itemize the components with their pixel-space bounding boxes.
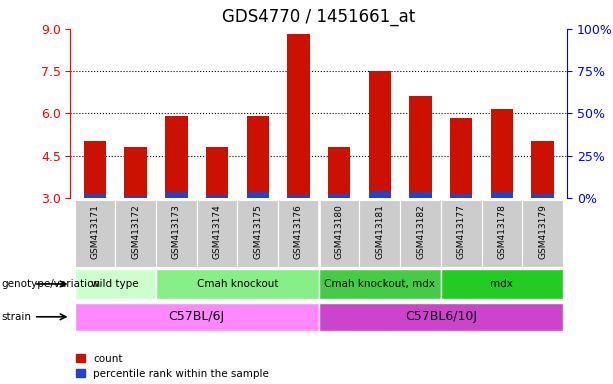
Bar — [124, 147, 147, 198]
Bar — [319, 303, 563, 331]
Bar — [531, 141, 554, 198]
Bar — [368, 71, 391, 198]
Bar — [165, 116, 188, 198]
Bar — [450, 194, 473, 198]
Bar — [165, 192, 188, 198]
Bar — [287, 35, 310, 198]
Text: GSM413175: GSM413175 — [253, 205, 262, 259]
Bar — [328, 147, 350, 198]
Bar — [156, 200, 197, 267]
Text: GSM413181: GSM413181 — [375, 205, 384, 259]
Bar — [75, 200, 115, 267]
Bar — [400, 200, 441, 267]
Text: genotype/variation: genotype/variation — [1, 279, 101, 289]
Text: C57BL6/10J: C57BL6/10J — [405, 310, 477, 323]
Bar — [156, 269, 319, 299]
Text: GSM413177: GSM413177 — [457, 205, 466, 259]
Title: GDS4770 / 1451661_at: GDS4770 / 1451661_at — [222, 8, 416, 26]
Text: GSM413173: GSM413173 — [172, 205, 181, 259]
Bar — [75, 269, 156, 299]
Bar — [359, 200, 400, 267]
Text: GSM413172: GSM413172 — [131, 205, 140, 259]
Bar — [287, 195, 310, 198]
Text: GSM413179: GSM413179 — [538, 205, 547, 259]
Bar — [319, 269, 441, 299]
Bar — [115, 200, 156, 267]
Bar — [328, 194, 350, 198]
Bar — [246, 116, 269, 198]
Bar — [246, 192, 269, 198]
Bar — [84, 194, 106, 198]
Legend: count, percentile rank within the sample: count, percentile rank within the sample — [75, 354, 269, 379]
Bar — [197, 200, 237, 267]
Text: strain: strain — [1, 312, 31, 322]
Bar — [319, 200, 359, 267]
Text: mdx: mdx — [490, 279, 513, 289]
Bar — [531, 194, 554, 198]
Text: GSM413182: GSM413182 — [416, 205, 425, 259]
Bar — [409, 96, 432, 198]
Bar — [441, 200, 482, 267]
Text: GSM413174: GSM413174 — [213, 205, 221, 259]
Text: GSM413176: GSM413176 — [294, 205, 303, 259]
Bar — [522, 200, 563, 267]
Bar — [409, 192, 432, 198]
Bar — [491, 192, 513, 198]
Bar — [124, 195, 147, 198]
Bar — [278, 200, 319, 267]
Text: Cmah knockout, mdx: Cmah knockout, mdx — [324, 279, 435, 289]
Bar — [368, 191, 391, 198]
Bar — [491, 109, 513, 198]
Bar — [84, 141, 106, 198]
Text: GSM413180: GSM413180 — [335, 205, 344, 259]
Text: C57BL/6J: C57BL/6J — [169, 310, 225, 323]
Bar — [482, 200, 522, 267]
Bar — [75, 303, 319, 331]
Bar — [450, 118, 473, 198]
Text: GSM413171: GSM413171 — [90, 205, 99, 259]
Bar — [206, 195, 228, 198]
Bar — [441, 269, 563, 299]
Text: wild type: wild type — [91, 279, 139, 289]
Text: Cmah knockout: Cmah knockout — [197, 279, 278, 289]
Bar — [206, 147, 228, 198]
Text: GSM413178: GSM413178 — [497, 205, 506, 259]
Bar — [237, 200, 278, 267]
